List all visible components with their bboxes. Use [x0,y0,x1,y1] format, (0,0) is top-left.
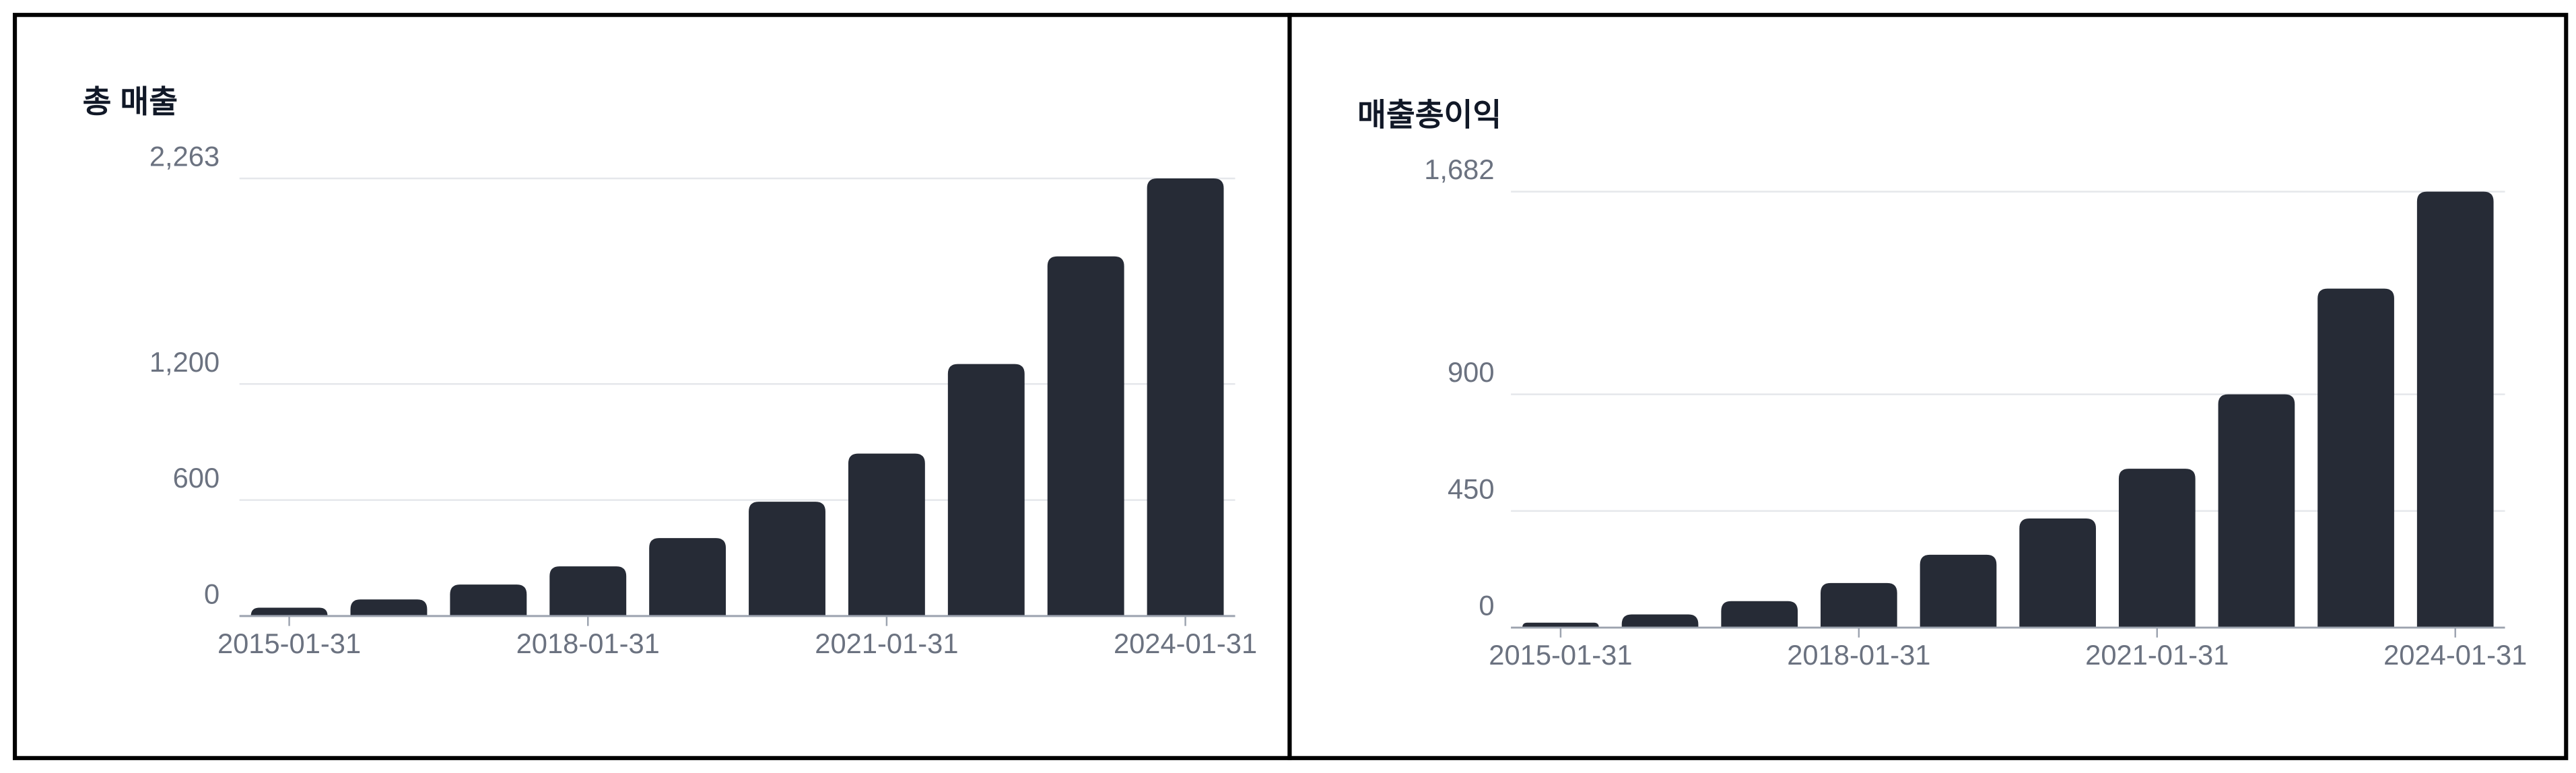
y-tick-label: 0 [1479,590,1494,621]
bar [2019,518,2096,628]
x-tick-label: 2015-01-31 [217,628,361,659]
bar [649,538,726,616]
y-tick-label: 450 [1448,473,1495,504]
x-tick-label: 2024-01-31 [1114,628,1257,659]
bar [450,584,527,616]
y-tick-label: 900 [1448,356,1495,388]
x-tick-label: 2021-01-31 [815,628,958,659]
y-tick-label: 1,682 [1424,154,1494,185]
bar [1522,622,1599,628]
bar [2317,288,2394,628]
bar [749,502,825,616]
bar [350,599,428,616]
bar [2416,191,2494,628]
bar [1821,582,1897,628]
bar [549,566,627,616]
panel-border [1287,13,2569,760]
chart-title: 매출총이익 [1357,98,1501,133]
y-tick-label: 1,200 [149,346,219,378]
bar [1721,601,1798,628]
x-tick-label: 2015-01-31 [1489,639,1632,671]
bar [2218,394,2295,628]
bar [1047,256,1124,616]
chart-title: 총 매출 [83,84,178,119]
bar [1147,178,1224,616]
x-tick-label: 2018-01-31 [516,628,660,659]
bar [848,453,925,616]
y-tick-label: 2,263 [149,141,219,172]
bar [250,607,328,616]
x-tick-label: 2018-01-31 [1787,639,1930,671]
x-tick-label: 2021-01-31 [2085,639,2229,671]
bar [2118,469,2196,628]
bar [947,364,1025,616]
x-tick-label: 2024-01-31 [2383,639,2527,671]
y-tick-label: 600 [173,462,220,494]
bar [1920,554,1997,628]
y-tick-label: 0 [204,578,219,609]
bar [1621,614,1699,628]
